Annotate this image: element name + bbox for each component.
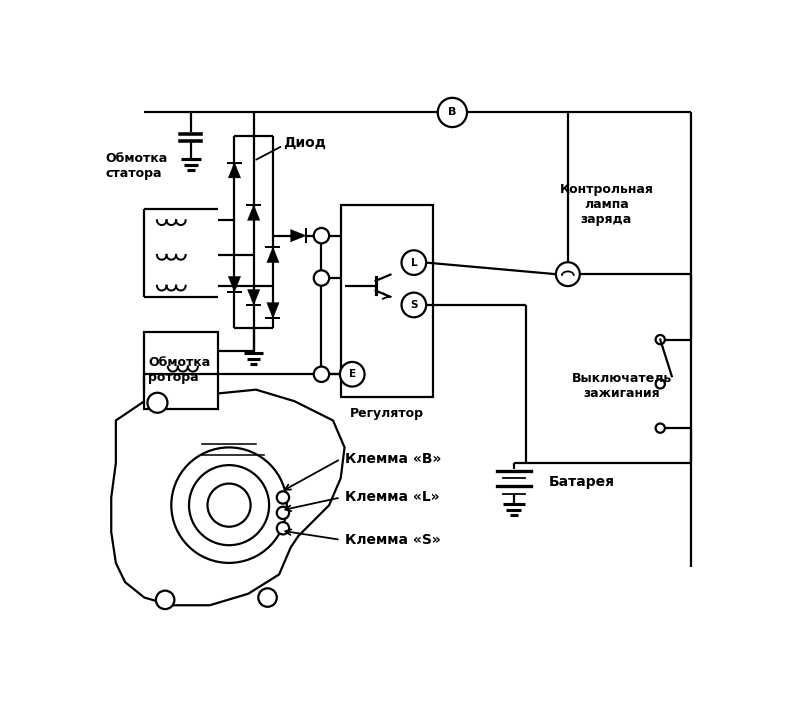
Circle shape [656,335,665,344]
Circle shape [277,507,289,519]
Polygon shape [266,303,279,318]
Polygon shape [266,247,279,262]
Text: Выключатель
зажигания: Выключатель зажигания [572,372,672,400]
Text: Контрольная
лампа
заряда: Контрольная лампа заряда [559,183,654,226]
Circle shape [207,484,250,527]
Text: B: B [448,107,457,117]
Circle shape [277,491,289,503]
Bar [144,332,218,409]
Circle shape [340,362,365,387]
Polygon shape [228,162,241,178]
Circle shape [156,590,174,609]
Polygon shape [247,290,260,305]
Text: Клемма «L»: Клемма «L» [345,490,439,505]
Polygon shape [290,229,306,242]
Text: Клемма «B»: Клемма «B» [345,452,441,466]
Polygon shape [228,277,241,292]
Circle shape [147,393,167,413]
Circle shape [656,379,665,388]
Circle shape [314,228,329,243]
Circle shape [171,447,287,563]
Polygon shape [111,390,345,605]
Circle shape [314,367,329,382]
Circle shape [258,588,277,607]
Circle shape [402,293,426,317]
Text: Батарея: Батарея [549,475,614,489]
Circle shape [402,250,426,275]
Text: Клемма «S»: Клемма «S» [345,533,440,547]
Text: S: S [410,300,418,310]
Circle shape [277,522,289,534]
Text: Обмотка
статора: Обмотка статора [106,152,168,180]
Text: Диод: Диод [283,137,326,150]
Circle shape [556,262,580,286]
Text: Обмотка
ротора: Обмотка ротора [148,357,210,385]
Text: E: E [349,370,356,379]
Text: L: L [410,257,417,267]
Circle shape [438,98,467,127]
Bar [341,205,433,398]
Circle shape [189,465,269,545]
Circle shape [314,270,329,285]
Text: Регулятор: Регулятор [350,407,424,420]
Circle shape [656,423,665,433]
Polygon shape [247,205,260,220]
